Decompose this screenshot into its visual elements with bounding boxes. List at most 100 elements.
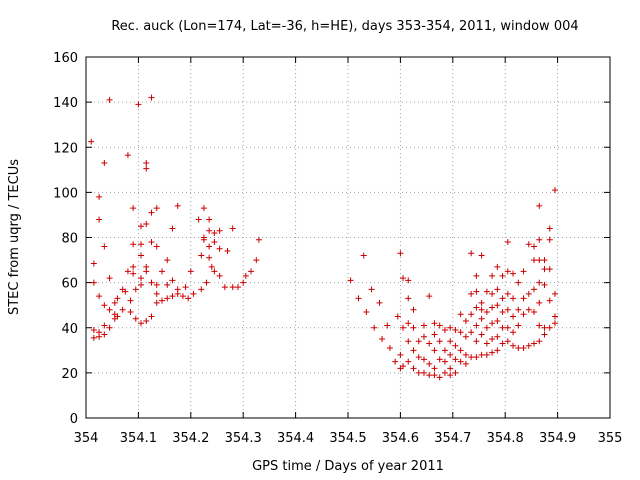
data-point <box>90 279 97 286</box>
data-point <box>410 365 417 372</box>
data-point <box>468 354 475 361</box>
data-point <box>101 160 108 167</box>
data-point <box>504 306 511 313</box>
data-point <box>504 290 511 297</box>
data-point <box>504 268 511 275</box>
data-point <box>420 333 427 340</box>
data-point <box>510 295 517 302</box>
data-point <box>203 279 210 286</box>
data-point <box>520 268 527 275</box>
data-point <box>415 338 422 345</box>
data-point <box>473 304 480 311</box>
data-point <box>515 306 522 313</box>
data-point <box>208 263 215 270</box>
y-tick-label: 0 <box>70 412 78 427</box>
data-point <box>462 333 469 340</box>
data-point <box>452 356 459 363</box>
data-point <box>143 268 150 275</box>
data-point <box>138 252 145 259</box>
data-point <box>531 257 538 264</box>
data-point <box>541 266 548 273</box>
data-point <box>101 331 108 338</box>
data-point <box>405 277 412 284</box>
data-point <box>106 96 113 103</box>
data-point <box>363 308 370 315</box>
data-point <box>234 284 241 291</box>
data-point <box>447 338 454 345</box>
x-axis-label: GPS time / Days of year 2011 <box>252 459 444 474</box>
data-point <box>536 236 543 243</box>
data-point <box>138 281 145 288</box>
data-point <box>200 205 207 212</box>
data-point <box>536 279 543 286</box>
x-tick-label: 354.4 <box>277 431 314 446</box>
data-point <box>211 268 218 275</box>
data-point <box>426 372 433 379</box>
data-point <box>96 193 103 200</box>
data-point <box>124 152 131 159</box>
data-point <box>462 317 469 324</box>
data-point <box>410 324 417 331</box>
data-point <box>489 290 496 297</box>
data-point <box>436 338 443 345</box>
data-point <box>536 338 543 345</box>
x-tick-label: 354.8 <box>487 431 524 446</box>
data-point <box>158 268 165 275</box>
data-point <box>431 331 438 338</box>
data-point <box>478 299 485 306</box>
data-point <box>106 324 113 331</box>
data-point <box>546 324 553 331</box>
data-point <box>153 281 160 288</box>
data-point <box>510 313 517 320</box>
data-point <box>457 358 464 365</box>
data-point <box>174 202 181 209</box>
data-point <box>384 322 391 329</box>
data-point <box>536 202 543 209</box>
data-point <box>206 216 213 223</box>
data-point <box>468 311 475 318</box>
data-point <box>546 297 553 304</box>
data-point <box>452 327 459 334</box>
data-point <box>106 306 113 313</box>
data-point <box>211 229 218 236</box>
data-point <box>148 239 155 246</box>
data-point <box>394 313 401 320</box>
data-point <box>541 281 548 288</box>
data-points <box>88 94 558 381</box>
data-point <box>211 239 218 246</box>
data-point <box>483 288 490 295</box>
data-point <box>138 275 145 282</box>
data-point <box>436 356 443 363</box>
data-point <box>489 272 496 279</box>
data-point <box>397 351 404 358</box>
x-tick-label: 354.3 <box>225 431 262 446</box>
data-point <box>143 160 150 167</box>
data-point <box>96 216 103 223</box>
data-point <box>132 315 139 322</box>
data-point <box>504 324 511 331</box>
x-tick-label: 354.2 <box>172 431 209 446</box>
data-point <box>88 138 95 145</box>
data-point <box>478 351 485 358</box>
data-point <box>457 311 464 318</box>
data-point <box>400 275 407 282</box>
data-point <box>452 342 459 349</box>
data-point <box>478 306 485 313</box>
data-point <box>473 288 480 295</box>
x-tick-label: 354.1 <box>120 431 157 446</box>
data-point <box>531 340 538 347</box>
data-point <box>468 290 475 297</box>
data-point <box>551 187 558 194</box>
data-point <box>138 320 145 327</box>
data-point <box>229 284 236 291</box>
data-point <box>478 331 485 338</box>
data-point <box>478 315 485 322</box>
data-point <box>148 313 155 320</box>
data-point <box>494 347 501 354</box>
data-point <box>510 270 517 277</box>
data-point <box>101 322 108 329</box>
data-point <box>551 320 558 327</box>
y-tick-label: 140 <box>53 96 78 111</box>
data-point <box>473 272 480 279</box>
